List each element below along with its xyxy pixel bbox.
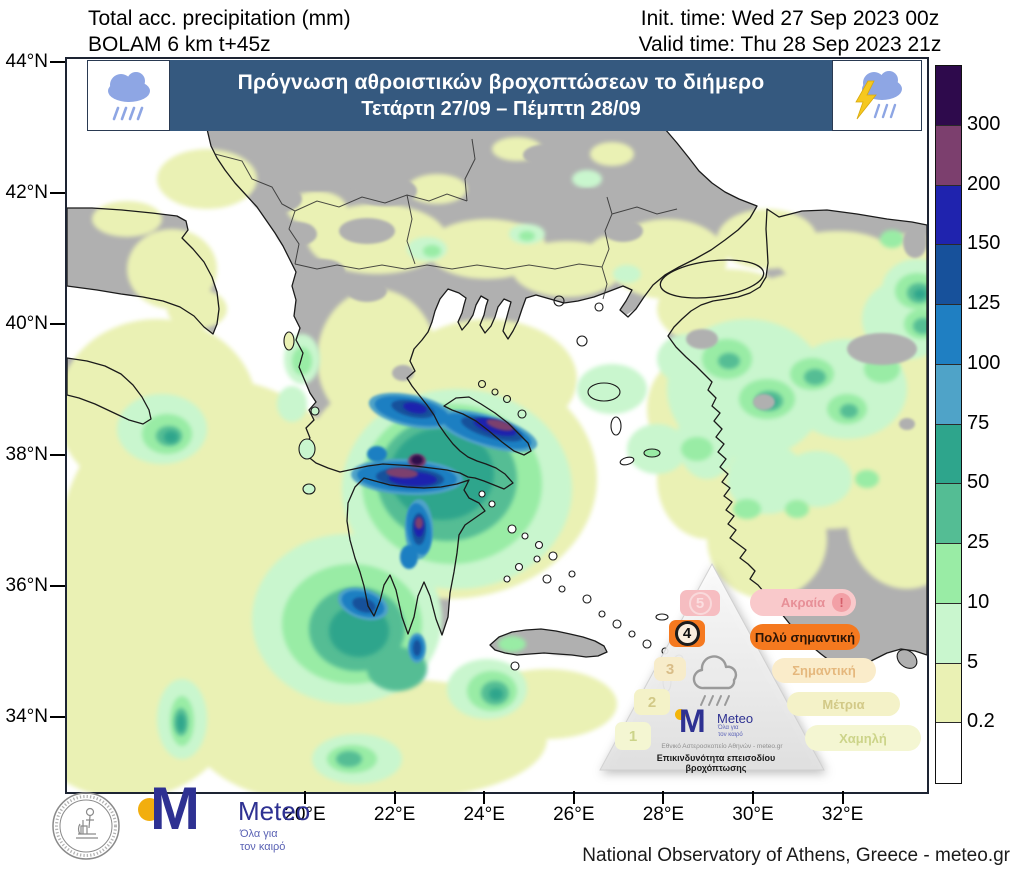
lon-tick <box>483 791 486 804</box>
legend-value: 10 <box>967 590 990 613</box>
legend-cell <box>936 185 961 246</box>
banner-title: Πρόγνωση αθροιστικών βροχοπτώσεων το διή… <box>237 70 765 94</box>
lon-label: 26°E <box>553 804 595 825</box>
banner-subtitle: Τετάρτη 27/09 – Πέμπτη 28/09 <box>361 97 641 120</box>
legend-cell <box>936 66 961 126</box>
legend-cell <box>936 305 961 365</box>
lat-label: 36°N <box>5 575 48 596</box>
lat-label: 40°N <box>5 313 48 334</box>
national-observatory-seal <box>52 792 120 860</box>
credit-text: National Observatory of Athens, Greece -… <box>582 845 1010 866</box>
lat-tick <box>50 323 65 325</box>
legend-cell <box>936 424 961 485</box>
lat-label: 34°N <box>5 706 48 727</box>
lat-tick <box>50 454 65 456</box>
banner-title-bar: Πρόγνωση αθροιστικών βροχοπτώσεων το διή… <box>170 60 832 131</box>
legend-cell <box>936 245 961 305</box>
title-line1: Total acc. precipitation (mm) <box>88 7 351 30</box>
legend-value: 200 <box>967 172 1001 195</box>
run-times: Init. time: Wed 27 Sep 2023 00z Valid ti… <box>615 6 965 58</box>
lon-label: 22°E <box>373 804 416 825</box>
lat-tick <box>50 192 65 194</box>
precipitation-map <box>67 128 927 792</box>
legend-value: 50 <box>967 471 990 494</box>
meteo-logo-name: Meteo <box>238 796 311 826</box>
lon-label: 24°E <box>463 804 505 825</box>
legend-cell <box>936 364 961 425</box>
title-line2: BOLAM 6 km t+45z <box>88 33 271 56</box>
legend-value: 0.2 <box>967 710 995 733</box>
legend-cell <box>936 603 961 664</box>
meteo-tagline-2: τον καιρό <box>240 841 286 853</box>
storm-cloud-icon <box>832 60 922 131</box>
legend-cell <box>936 484 961 544</box>
lon-label: 20°E <box>284 804 326 825</box>
lon-tick <box>841 791 844 804</box>
lon-tick <box>662 791 665 804</box>
precip-over-300mm <box>411 455 423 465</box>
legend-value: 150 <box>967 232 1001 255</box>
banner: Πρόγνωση αθροιστικών βροχοπτώσεων το διή… <box>87 60 922 131</box>
lon-tick <box>304 791 306 804</box>
lon-label: 30°E <box>732 804 774 825</box>
lat-tick <box>50 61 65 63</box>
lat-label: 42°N <box>5 182 48 203</box>
lon-label: 32°E <box>821 804 864 825</box>
lon-label: 28°E <box>642 804 685 825</box>
legend-value: 100 <box>967 351 1001 374</box>
legend-value: 125 <box>967 292 1001 314</box>
meteo-logo: M Meteo Όλα για τον καιρό <box>128 775 318 858</box>
lat-tick <box>50 585 65 587</box>
rain-cloud-icon <box>87 60 170 131</box>
precipitation-legend <box>935 65 962 784</box>
meteo-logo-m: M <box>150 775 200 842</box>
coastlines <box>67 128 927 672</box>
legend-value: 300 <box>967 112 1001 135</box>
legend-cell <box>936 125 961 186</box>
map-canvas: Πρόγνωση αθροιστικών βροχοπτώσεων το διή… <box>65 57 929 794</box>
lon-tick <box>572 791 575 804</box>
lon-tick <box>393 791 396 804</box>
lat-label: 38°N <box>5 444 48 465</box>
lat-label: 44°N <box>5 51 48 72</box>
lon-tick <box>752 791 754 804</box>
init-time: Init. time: Wed 27 Sep 2023 00z <box>640 7 940 30</box>
country-borders <box>214 138 678 300</box>
legend-cell <box>936 663 961 724</box>
map-title: Total acc. precipitation (mm) BOLAM 6 km… <box>88 6 351 58</box>
meteo-tagline-1: Όλα για <box>240 828 278 840</box>
legend-cell <box>936 723 961 783</box>
dry-patches <box>252 143 927 655</box>
legend-value: 25 <box>967 531 990 553</box>
legend-value: 5 <box>967 650 979 673</box>
legend-cell <box>936 544 961 604</box>
meteo-logo-dot <box>138 798 161 821</box>
valid-time: Valid time: Thu 28 Sep 2023 21z <box>638 33 942 56</box>
lat-tick <box>50 716 65 718</box>
legend-value: 75 <box>967 411 990 434</box>
